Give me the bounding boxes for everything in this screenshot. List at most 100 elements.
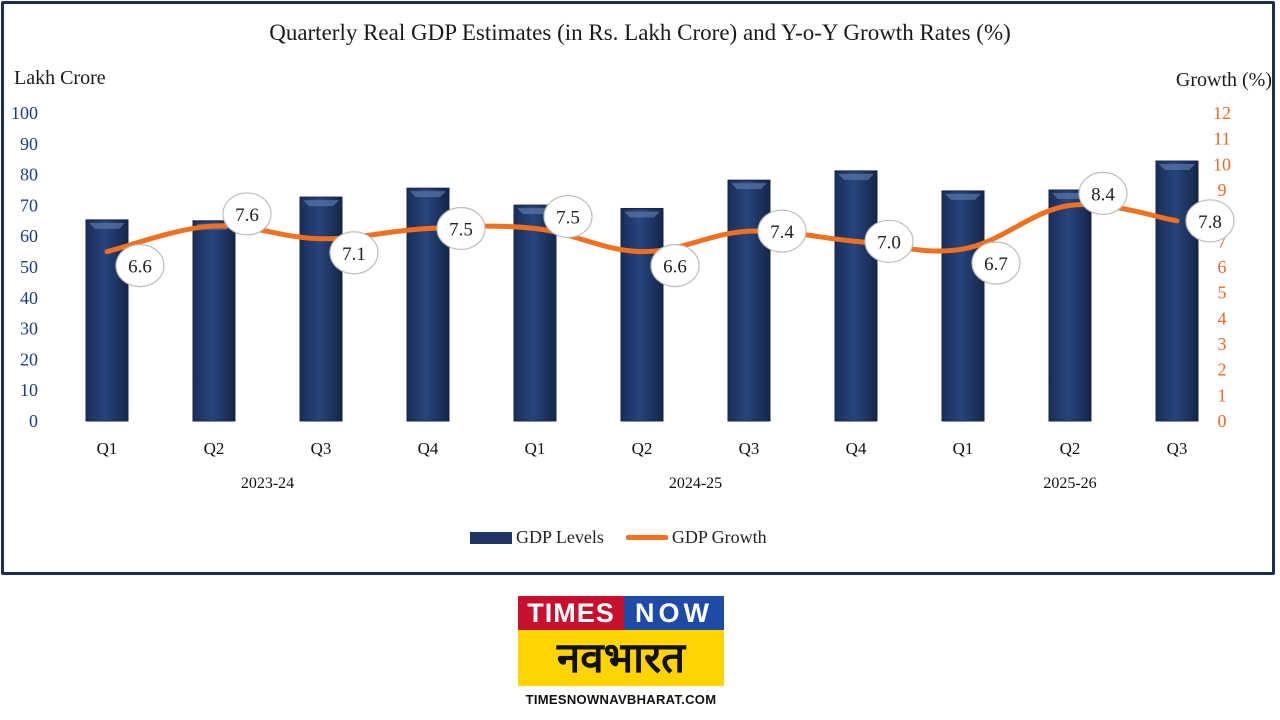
y-tick-left: 10: [20, 380, 38, 400]
data-label: 7.5: [543, 194, 593, 239]
bar-body: [299, 196, 343, 422]
bar-highlight: [1159, 164, 1195, 171]
y-tick-right: 5: [1218, 283, 1227, 303]
bar: [727, 179, 771, 422]
y-tick-right: 11: [1213, 129, 1230, 149]
logo-now: NOW: [624, 596, 724, 630]
data-label-text: 8.4: [1091, 184, 1115, 205]
y-tick-right: 7: [1218, 231, 1227, 251]
x-group-label: 2025-26: [1043, 475, 1096, 492]
bar-highlight: [410, 191, 446, 198]
data-label: 6.7: [971, 241, 1021, 285]
legend-label-gdp-levels: GDP Levels: [516, 527, 604, 547]
data-label: 8.4: [1078, 171, 1128, 215]
y-tick-left: 60: [20, 226, 38, 246]
y-tick-left: 100: [11, 103, 38, 123]
x-tick-label: Q2: [204, 439, 225, 458]
data-label: 6.6: [115, 244, 165, 288]
x-tick-label: Q1: [953, 439, 974, 458]
data-label-bubble: [1078, 171, 1128, 215]
y-tick-left: 30: [20, 319, 38, 339]
x-tick-label: Q4: [418, 439, 439, 458]
data-label-text: 6.6: [128, 257, 152, 278]
bar-highlight: [624, 211, 660, 218]
y-tick-left: 50: [20, 257, 38, 277]
bar-highlight: [303, 200, 339, 207]
bar-body: [1155, 160, 1199, 422]
legend-swatch-gdp-levels: [470, 531, 512, 544]
logo-url: TIMESNOWNAVBHARAT.COM: [525, 692, 717, 707]
y-tick-right: 4: [1218, 308, 1227, 328]
y-tick-left: 70: [20, 195, 38, 215]
data-label-bubble: [115, 244, 165, 288]
data-label-text: 7.5: [449, 220, 473, 241]
chart-title: Quarterly Real GDP Estimates (in Rs. Lak…: [269, 20, 1011, 45]
bar: [299, 196, 343, 422]
x-group-label: 2024-25: [669, 475, 722, 492]
y-tick-right: 10: [1213, 154, 1231, 174]
bar-body: [513, 204, 557, 422]
times-now-navbharat-logo: TIMES NOW नवभारत TIMESNOWNAVBHARAT.COM: [518, 596, 724, 707]
data-label-text: 7.6: [235, 205, 259, 226]
data-label-text: 7.8: [1198, 212, 1222, 233]
data-label: 7.5: [436, 206, 486, 251]
data-label-text: 6.7: [984, 254, 1008, 275]
legend-swatch-gdp-growth: [625, 535, 668, 540]
y-tick-left: 20: [20, 349, 38, 369]
y-axis-right-title: Growth (%): [1175, 69, 1272, 91]
bar: [513, 204, 557, 422]
x-tick-label: Q3: [1167, 439, 1188, 458]
legend: GDP Levels GDP Growth: [470, 527, 767, 548]
x-tick-label: Q3: [311, 439, 332, 458]
data-label-bubble: [436, 206, 486, 251]
data-label-text: 6.6: [663, 257, 687, 278]
data-label-bubble: [864, 219, 914, 263]
data-label-text: 7.1: [342, 244, 366, 265]
data-label-bubble: [757, 209, 807, 253]
data-label-bubble: [650, 244, 700, 288]
y-tick-left: 90: [20, 134, 38, 154]
data-label-bubble: [329, 231, 379, 275]
bar: [941, 190, 985, 422]
x-tick-label: Q1: [525, 439, 546, 458]
y-tick-left: 80: [20, 165, 38, 185]
logo-hindi: नवभारत: [518, 630, 724, 686]
bar-body: [620, 207, 664, 422]
x-group-label: 2023-24: [241, 475, 294, 492]
data-label-bubble: [543, 194, 593, 239]
data-label: 7.0: [864, 219, 914, 263]
bar: [834, 170, 878, 422]
data-label: 7.4: [757, 209, 807, 253]
bar: [192, 220, 236, 422]
y-tick-right: 1: [1218, 385, 1227, 405]
y-tick-right: 2: [1218, 360, 1227, 380]
bar-body: [192, 220, 236, 422]
data-label: 7.6: [222, 192, 272, 236]
x-tick-label: Q1: [97, 439, 118, 458]
bar-highlight: [945, 193, 981, 200]
bar-highlight: [838, 173, 874, 180]
y-tick-left: 0: [29, 411, 38, 431]
y-tick-right: 12: [1213, 103, 1231, 123]
x-tick-label: Q4: [846, 439, 867, 458]
data-label-text: 7.5: [556, 208, 580, 229]
bar-body: [727, 179, 771, 422]
data-label: 7.8: [1185, 199, 1235, 243]
x-tick-label: Q2: [632, 439, 653, 458]
bar: [1155, 160, 1199, 422]
growth-line: [104, 202, 1180, 255]
data-label-bubble: [1185, 199, 1235, 243]
bar: [620, 207, 664, 422]
y-tick-right: 6: [1218, 257, 1227, 277]
y-tick-right: 3: [1218, 334, 1227, 354]
bar-body: [834, 170, 878, 422]
x-tick-label: Q2: [1060, 439, 1081, 458]
data-label-bubble: [971, 241, 1021, 285]
bar-body: [941, 190, 985, 422]
x-tick-label: Q3: [739, 439, 760, 458]
bar-highlight: [89, 222, 125, 229]
y-axis-left-title: Lakh Crore: [14, 67, 106, 89]
bar-body: [1048, 189, 1092, 422]
data-label: 7.1: [329, 231, 379, 275]
